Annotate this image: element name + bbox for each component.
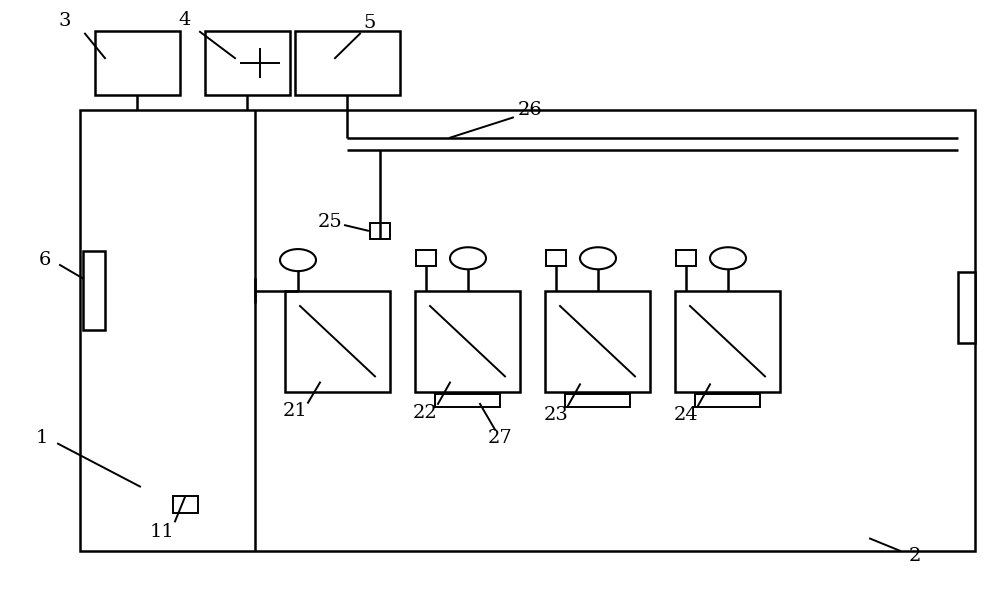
Bar bbox=[416, 250, 436, 266]
Text: 22: 22 bbox=[413, 404, 437, 422]
Bar bbox=[435, 394, 500, 407]
Bar bbox=[546, 250, 566, 266]
Bar bbox=[695, 394, 760, 407]
Circle shape bbox=[450, 247, 486, 269]
Bar bbox=[958, 272, 975, 343]
Text: 6: 6 bbox=[39, 251, 51, 269]
Circle shape bbox=[580, 247, 616, 269]
Text: 1: 1 bbox=[36, 428, 48, 447]
Bar bbox=[285, 291, 390, 392]
Bar bbox=[295, 31, 400, 95]
Bar bbox=[675, 291, 780, 392]
Bar bbox=[676, 250, 696, 266]
Text: 2: 2 bbox=[909, 547, 921, 565]
Bar bbox=[95, 31, 180, 95]
Bar bbox=[415, 291, 520, 392]
Bar bbox=[370, 223, 390, 239]
Text: 21: 21 bbox=[283, 402, 307, 420]
Text: 5: 5 bbox=[364, 13, 376, 32]
Text: 11: 11 bbox=[150, 523, 174, 542]
Text: 3: 3 bbox=[59, 12, 71, 31]
Circle shape bbox=[710, 247, 746, 269]
Bar bbox=[83, 251, 105, 330]
Bar bbox=[80, 110, 975, 551]
Text: 26: 26 bbox=[518, 101, 542, 119]
Text: 24: 24 bbox=[674, 406, 698, 424]
Bar bbox=[565, 394, 630, 407]
Text: 25: 25 bbox=[318, 212, 342, 231]
Bar bbox=[173, 496, 198, 513]
Text: 27: 27 bbox=[488, 428, 512, 447]
Bar bbox=[545, 291, 650, 392]
Text: 23: 23 bbox=[544, 406, 568, 424]
Text: 4: 4 bbox=[179, 11, 191, 29]
Circle shape bbox=[280, 249, 316, 271]
Bar bbox=[205, 31, 290, 95]
